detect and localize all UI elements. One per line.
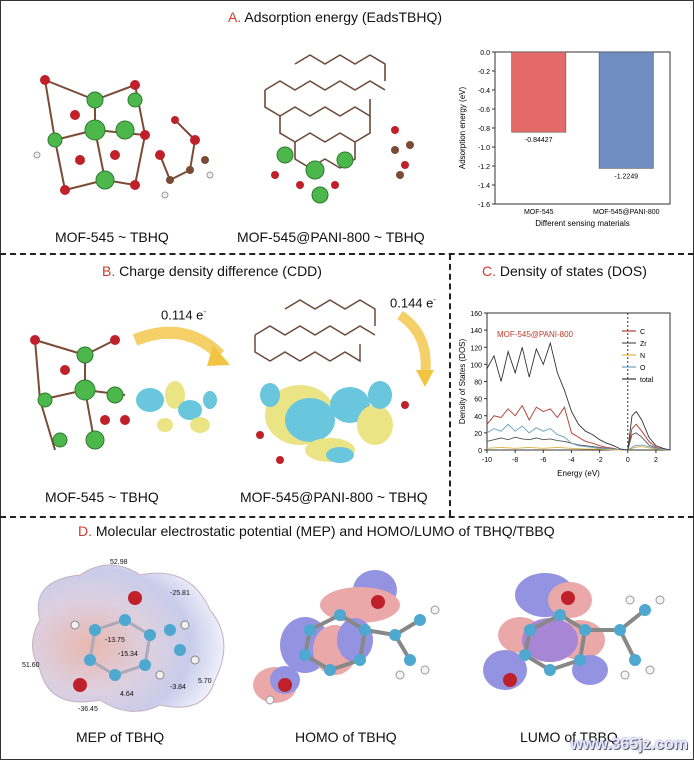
dos-y-tick-label: 60 xyxy=(474,397,482,404)
bar-mof545-pani800 xyxy=(598,51,654,169)
dos-x-tick-label: -6 xyxy=(540,457,546,464)
bar-y-tick-label: -0.8 xyxy=(478,126,490,133)
dos-y-axis-label: Density of States (DOS) xyxy=(458,338,467,424)
bar-value-label: -1.2249 xyxy=(614,173,638,180)
dos-series-Zr xyxy=(486,432,671,451)
mep-value-5: 51.60 xyxy=(22,662,40,669)
dos-x-tick-label: -2 xyxy=(596,457,602,464)
panel-c-letter: C. xyxy=(482,263,496,279)
dos-series-O xyxy=(486,423,671,451)
divider-bc-d xyxy=(0,516,694,518)
dos-series-total xyxy=(486,341,671,451)
dos-y-tick-label: 80 xyxy=(474,380,482,387)
bar-y-tick-label: -1.0 xyxy=(478,145,490,152)
charge-transfer-left-value: 0.114 e xyxy=(161,307,204,323)
charge-transfer-left: 0.114 e- xyxy=(161,307,206,322)
adsorption-energy-bar-chart: 0.0 -0.2 -0.4 -0.6 -0.8 -1.0 -1.2 -1.4 -1.6 -0.84… xyxy=(458,50,671,228)
bar-value-label: -0.84427 xyxy=(525,137,553,144)
panel-b-letter: B. xyxy=(102,263,116,279)
panel-a-left-caption: MOF-545 ~ TBHQ xyxy=(55,229,169,245)
mep-value-3: -13.75 xyxy=(105,637,125,644)
panel-d-title: D. Molecular electrostatic potential (ME… xyxy=(78,523,555,539)
mep-value-1: 52.98 xyxy=(110,559,128,566)
panel-b-title: B. Charge density difference (CDD) xyxy=(102,263,322,279)
panel-b-right-caption: MOF-545@PANI-800 ~ TBHQ xyxy=(240,489,428,505)
dos-y-tick-label: 160 xyxy=(470,311,482,318)
dos-legend-label: Zr xyxy=(640,341,647,348)
dos-legend-label: C xyxy=(640,329,645,336)
bar-x-axis-label: Different sensing materials xyxy=(535,219,630,228)
panel-c-title: C. Density of states (DOS) xyxy=(482,263,647,279)
dos-y-tick-label: 0 xyxy=(478,448,482,455)
bar-mof545 xyxy=(511,51,567,133)
dos-legend-label: O xyxy=(640,365,646,372)
lumo-orbital xyxy=(483,573,665,690)
bar-category-label: MOF-545 xyxy=(524,209,554,216)
mep-value-4: -15.34 xyxy=(118,651,138,658)
mep-caption: MEP of TBHQ xyxy=(76,729,165,745)
dos-x-axis-label: Energy (eV) xyxy=(557,469,600,478)
panel-b-title-text: Charge density difference (CDD) xyxy=(119,263,322,279)
charge-transfer-right-sup: - xyxy=(433,295,437,304)
dos-series-C xyxy=(486,404,671,451)
panel-a-title-text: Adsorption energy (EadsTBHQ) xyxy=(244,9,442,25)
dos-legend-label: total xyxy=(640,377,654,384)
mep-value-6: -3.84 xyxy=(170,684,186,691)
dos-y-tick-label: 40 xyxy=(474,414,482,421)
homo-orbital xyxy=(253,570,440,705)
charge-transfer-left-sup: - xyxy=(203,307,207,316)
mep-value-8: 4.64 xyxy=(120,691,134,698)
bar-y-tick-label: -1.4 xyxy=(478,183,490,190)
mep-value-9: -36.45 xyxy=(78,706,98,713)
divider-a-b xyxy=(0,253,694,255)
mof545-tbhq-structure-a xyxy=(33,75,214,199)
panel-d-title-text: Molecular electrostatic potential (MEP) … xyxy=(95,523,555,539)
cdd-mof545-pani-structure xyxy=(254,299,434,464)
dos-x-tick-label: -10 xyxy=(482,457,492,464)
mof545-pani-tbhq-structure-a xyxy=(264,54,414,204)
dos-title: MOF-545@PANI-800 xyxy=(497,330,574,339)
watermark-text: www.365jz.com xyxy=(570,736,688,753)
panel-b-left-caption: MOF-545 ~ TBHQ xyxy=(45,489,159,505)
dos-series-N xyxy=(486,446,671,451)
mep-value-7: 5.70 xyxy=(198,678,212,685)
bar-category-label: MOF-545@PANI-800 xyxy=(593,209,660,216)
lumo-caption: LUMO of TBBQ xyxy=(520,729,618,745)
charge-transfer-right: 0.144 e- xyxy=(390,295,436,310)
bar-y-tick-label: -1.2 xyxy=(478,164,490,171)
bar-y-axis-label: Adsorption energy (eV) xyxy=(458,87,467,170)
dos-y-tick-label: 140 xyxy=(470,328,482,335)
dos-y-tick-label: 120 xyxy=(470,345,482,352)
divider-b-c xyxy=(449,254,451,516)
bar-y-tick-label: 0.0 xyxy=(480,50,490,57)
panel-d-letter: D. xyxy=(78,523,92,539)
bar-y-tick-label: -1.6 xyxy=(478,202,490,209)
dos-x-tick-label: -4 xyxy=(568,457,574,464)
dos-y-tick-label: 20 xyxy=(474,431,482,438)
mep-map: 52.98 -25.81 -13.75 -15.34 51.60 -3.84 5… xyxy=(22,559,225,713)
dos-legend-label: N xyxy=(640,353,645,360)
charge-transfer-right-value: 0.144 e xyxy=(390,295,434,311)
panel-a-mid-caption: MOF-545@PANI-800 ~ TBHQ xyxy=(237,229,425,245)
dos-y-tick-label: 100 xyxy=(470,362,482,369)
dos-x-tick-label: -8 xyxy=(512,457,518,464)
dos-x-tick-label: 2 xyxy=(654,457,658,464)
bar-y-tick-label: -0.2 xyxy=(478,69,490,76)
panel-a-title: A. Adsorption energy (EadsTBHQ) xyxy=(228,9,442,25)
bar-y-tick-label: -0.4 xyxy=(478,88,490,95)
panel-a-letter: A. xyxy=(228,9,242,25)
dos-line-chart: 0 20 40 60 80 100 120 140 160 -10 -8 -6 -4 -2 0 2 MOF-54… xyxy=(458,311,671,478)
dos-x-tick-label: 0 xyxy=(626,457,630,464)
cdd-mof545-structure xyxy=(30,326,230,451)
panel-c-title-text: Density of states (DOS) xyxy=(499,263,647,279)
bar-y-tick-label: -0.6 xyxy=(478,107,490,114)
homo-caption: HOMO of TBHQ xyxy=(295,729,397,745)
mep-value-2: -25.81 xyxy=(170,590,190,597)
